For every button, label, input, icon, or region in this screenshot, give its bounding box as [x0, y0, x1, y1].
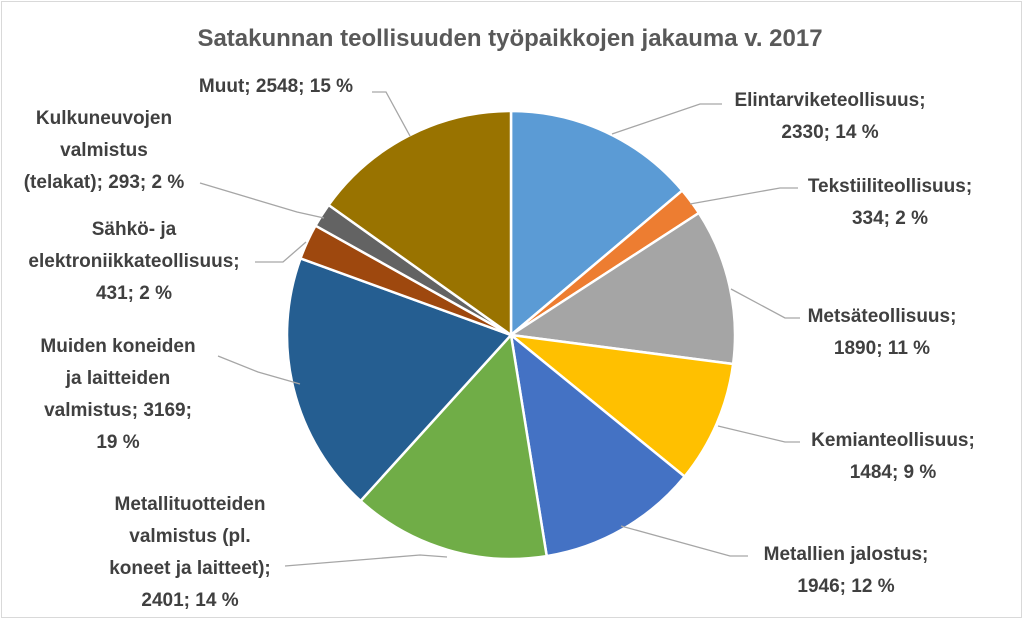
- data-label-line: Muut; 2548; 15 %: [199, 76, 353, 97]
- data-label-line: valmistus; 3169;: [44, 400, 192, 421]
- data-label-line: Metallien jalostus;: [764, 544, 929, 565]
- data-label-line: 431; 2 %: [96, 283, 172, 304]
- data-label-line: koneet ja laitteet);: [109, 558, 271, 579]
- pie-slice-elintarviketeollisuus: [509, 109, 684, 338]
- pie-slice-metallien-jalostus: [509, 331, 687, 558]
- data-label-muut: Muut; 2548; 15 %: [199, 76, 353, 97]
- data-label-line: 19 %: [96, 432, 139, 453]
- leader-line-sahko-ja-elektroniikkateollisuus: [255, 241, 307, 263]
- data-label-line: Elintarviketeollisuus;: [734, 90, 925, 111]
- pie-slice-muiden-koneiden-ja-laitteiden-valmistus: [285, 256, 514, 503]
- data-label-line: 1890; 11 %: [834, 338, 930, 359]
- data-label-line: 2401; 14 %: [141, 590, 238, 611]
- data-label-tekstiiliteollisuus: Tekstiiliteollisuus; 334; 2 %: [808, 176, 972, 229]
- data-label-line: Metsäteollisuus;: [808, 306, 957, 327]
- chart-title: Satakunnan teollisuuden työpaikkojen jak…: [197, 25, 822, 52]
- data-label-elintarviketeollisuus: Elintarviketeollisuus; 2330; 14 %: [734, 90, 925, 143]
- pie-slices: [285, 109, 737, 561]
- pie-slice-kemianteollisuus: [506, 333, 735, 479]
- data-label-line: ja laitteiden: [65, 368, 171, 389]
- data-label-line: valmistus: [60, 140, 148, 161]
- data-label-line: (telakat); 293; 2 %: [24, 172, 185, 193]
- data-label-line: Tekstiiliteollisuus;: [808, 176, 972, 197]
- leader-line-elintarviketeollisuus: [611, 103, 722, 135]
- leader-line-kulkuneuvojen-valmistus-telakat: [199, 182, 325, 219]
- leader-line-tekstiiliteollisuus: [689, 187, 798, 205]
- leader-line-metallien-jalostus: [620, 525, 748, 557]
- leader-line-muiden-koneiden-ja-laitteiden-valmistus: [217, 355, 301, 385]
- data-label-line: Muiden koneiden: [40, 336, 195, 357]
- data-labels: Elintarviketeollisuus; 2330; 14 % Tekstiil…: [24, 76, 975, 611]
- data-label-line: 1946; 12 %: [797, 576, 894, 597]
- data-label-line: Kulkuneuvojen: [36, 108, 172, 129]
- data-label-line: 2330; 14 %: [781, 122, 878, 143]
- data-label-line: valmistus (pl.: [129, 526, 250, 547]
- pie-slice-metsateollisuus: [507, 211, 737, 366]
- data-label-metallituotteiden-valmistus-pl-koneet-ja-laitteet: Metallituotteiden valmistus (pl. koneet ja…: [109, 494, 271, 611]
- data-label-line: Sähkö- ja: [92, 219, 177, 240]
- leader-line-metallituotteiden-valmistus-pl-koneet-ja-laitteet: [284, 554, 448, 567]
- data-label-line: 334; 2 %: [852, 208, 928, 229]
- pie-slice-metallituotteiden-valmistus-pl-koneet-ja-laitteet: [358, 332, 549, 561]
- data-label-line: 1484; 9 %: [850, 462, 937, 483]
- data-label-metsateollisuus: Metsäteollisuus; 1890; 11 %: [808, 306, 957, 359]
- leader-lines: [199, 91, 800, 567]
- pie-slice-muut: [326, 109, 513, 338]
- data-label-muiden-koneiden-ja-laitteiden-valmistus: Muiden koneiden ja laitteiden valmistus; 3…: [40, 336, 195, 453]
- data-label-sahko-ja-elektroniikkateollisuus: Sähkö- ja elektroniikkateollisuus; 431; 2 …: [28, 219, 239, 304]
- leader-line-muut: [372, 91, 411, 137]
- data-label-line: elektroniikkateollisuus;: [28, 251, 239, 272]
- data-label-metallien-jalostus: Metallien jalostus; 1946; 12 %: [764, 544, 929, 597]
- data-label-kulkuneuvojen-valmistus-telakat: Kulkuneuvojen valmistus (telakat); 293; 2 …: [24, 108, 185, 193]
- data-label-line: Metallituotteiden: [115, 494, 266, 515]
- leader-line-kemianteollisuus: [717, 425, 800, 443]
- data-label-line: Kemianteollisuus;: [811, 430, 975, 451]
- leader-line-metsateollisuus: [730, 288, 800, 319]
- data-label-kemianteollisuus: Kemianteollisuus; 1484; 9 %: [811, 430, 975, 483]
